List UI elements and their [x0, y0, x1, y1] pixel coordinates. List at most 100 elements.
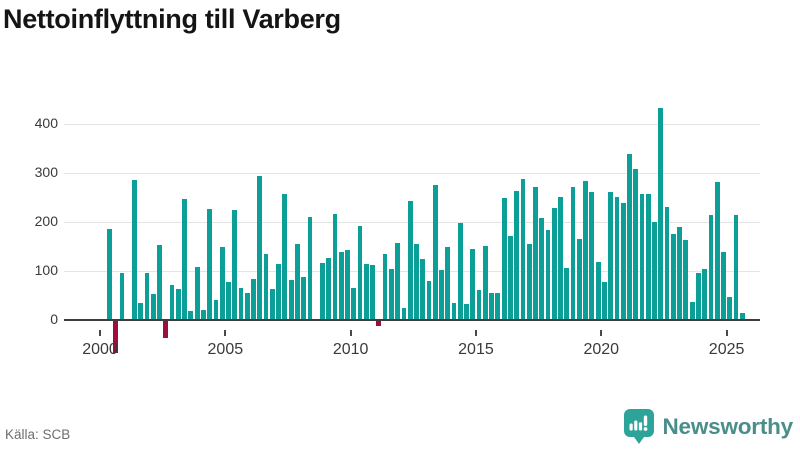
bar: [251, 278, 256, 320]
bar: [175, 289, 181, 320]
bar: [526, 243, 532, 320]
bar: [696, 272, 701, 320]
bar: [351, 287, 357, 320]
bar: [194, 267, 200, 320]
bar: [664, 206, 670, 320]
bar: [645, 193, 651, 320]
bar: [282, 194, 288, 320]
bar: [633, 169, 639, 320]
bar: [533, 186, 538, 320]
bar: [476, 289, 482, 320]
bar: [583, 181, 589, 320]
bar: [414, 243, 419, 320]
bar: [345, 249, 350, 320]
bar: [439, 269, 444, 320]
bar: [489, 292, 495, 320]
x-axis-label: 2010: [332, 341, 369, 358]
bar: [564, 268, 570, 320]
bar: [702, 269, 708, 320]
bar: [401, 308, 407, 320]
x-axis-label: 2005: [207, 341, 244, 358]
bar: [144, 273, 150, 320]
bar: [457, 222, 463, 320]
bar: [608, 191, 614, 320]
x-axis-tick: [474, 330, 477, 336]
bar: [226, 282, 231, 320]
bar: [382, 253, 388, 320]
gridline: [64, 172, 760, 174]
bar: [451, 302, 457, 320]
bar: [219, 246, 225, 320]
bar: [113, 320, 119, 353]
bar: [520, 179, 526, 320]
bar: [207, 209, 213, 320]
bar: [276, 264, 281, 320]
bar: [432, 185, 438, 320]
bar: [370, 264, 375, 320]
x-axis-tick: [600, 330, 603, 336]
bar: [689, 302, 695, 320]
bar: [614, 197, 620, 320]
brand-name: Newsworthy: [662, 414, 793, 439]
bar: [288, 280, 294, 320]
x-axis-label: 2015: [458, 341, 494, 358]
bar: [445, 247, 451, 320]
chart-title: Nettoinflyttning till Varberg: [3, 4, 341, 34]
bar: [326, 257, 332, 320]
source-note: Källa: SCB: [5, 427, 71, 442]
bar: [739, 312, 745, 320]
bar: [495, 292, 501, 320]
bar: [708, 215, 714, 320]
bar: [470, 249, 476, 320]
bar: [658, 108, 664, 320]
bar: [395, 243, 401, 320]
bar: [257, 175, 263, 320]
bar: [294, 243, 300, 320]
x-axis-tick: [99, 330, 101, 336]
x-axis-label: 2000: [82, 341, 118, 358]
bar: [132, 180, 137, 320]
x-axis-label: 2025: [708, 341, 745, 358]
bar: [727, 297, 733, 320]
bar: [558, 197, 563, 320]
bar: [721, 252, 726, 320]
x-axis-line: [64, 319, 760, 321]
bar: [420, 258, 426, 320]
bar: [602, 282, 607, 320]
y-axis-label: 200: [34, 213, 58, 230]
bar: [338, 252, 344, 320]
bar: [200, 309, 206, 320]
x-axis-tick: [725, 330, 728, 336]
bar: [269, 289, 275, 320]
bar: [501, 198, 507, 320]
bar: [627, 153, 632, 320]
bar: [539, 217, 545, 320]
bar: [169, 284, 175, 320]
bar: [508, 236, 513, 320]
bar: [482, 245, 488, 320]
bar: [595, 262, 601, 320]
bar: [244, 293, 250, 320]
bar: [426, 280, 432, 320]
bar: [388, 269, 394, 320]
x-axis-tick: [349, 330, 352, 336]
bar: [576, 238, 582, 320]
bar: [119, 273, 125, 320]
bar: [514, 190, 520, 320]
bar: [733, 215, 739, 320]
x-axis-tick: [224, 330, 227, 336]
bar: [107, 229, 112, 320]
brand-logo[interactable]: Newsworthy: [624, 409, 793, 445]
gridline: [64, 123, 760, 125]
bar: [320, 263, 325, 320]
bar: [570, 187, 576, 320]
bar: [670, 234, 676, 320]
bar: [683, 239, 689, 320]
y-axis-label: 400: [34, 115, 58, 132]
bar: [677, 227, 682, 320]
y-axis-label: 100: [34, 262, 58, 279]
bar: [263, 254, 269, 320]
bar: [150, 294, 156, 320]
